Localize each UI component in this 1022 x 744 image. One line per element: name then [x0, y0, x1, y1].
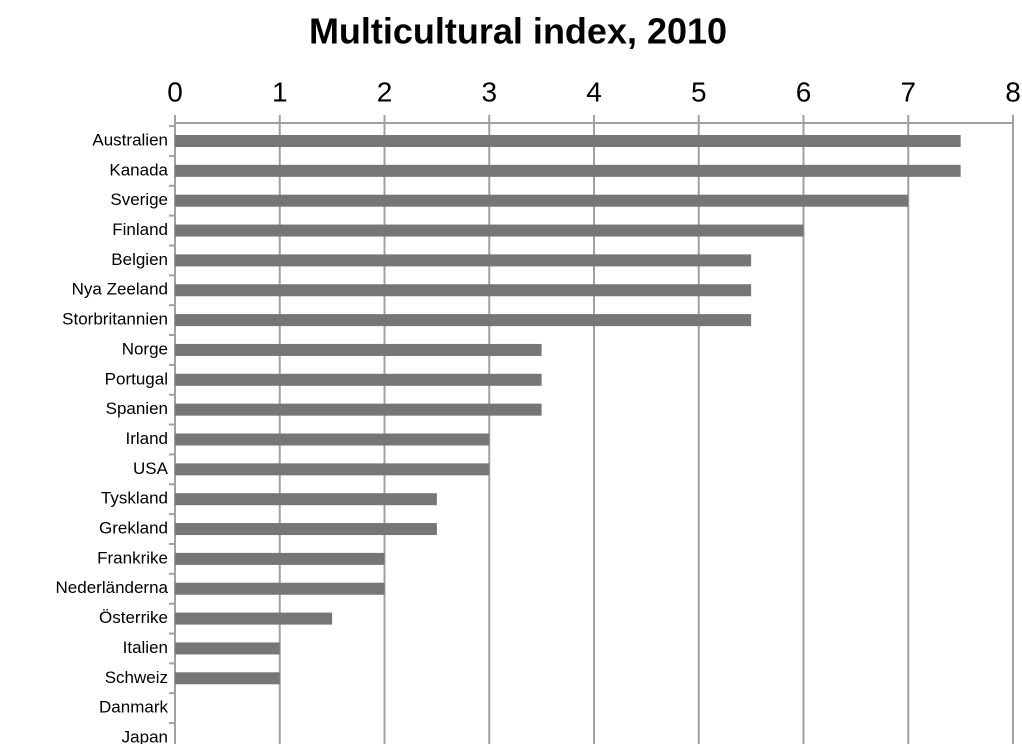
- x-tick-label: 2: [377, 76, 393, 107]
- y-tick-label: USA: [133, 459, 169, 478]
- bar: [175, 552, 385, 565]
- bar: [175, 463, 490, 476]
- y-tick-label: Belgien: [111, 250, 168, 269]
- bar: [175, 523, 437, 536]
- x-tick-label: 0: [167, 76, 183, 107]
- bar: [175, 403, 542, 416]
- y-tick-label: Sverige: [110, 190, 168, 209]
- bar: [175, 254, 752, 267]
- y-tick-label: Danmark: [99, 698, 168, 717]
- y-tick-label: Kanada: [109, 160, 168, 179]
- x-tick-label: 1: [272, 76, 288, 107]
- chart-title: Multicultural index, 2010: [309, 11, 727, 52]
- y-tick-label: Finland: [112, 220, 168, 239]
- bar: [175, 343, 542, 356]
- y-tick-label: Japan: [122, 727, 168, 744]
- bar: [175, 373, 542, 386]
- y-tick-label: Italien: [123, 638, 168, 657]
- bar: [175, 493, 437, 506]
- y-tick-label: Portugal: [105, 369, 168, 388]
- x-tick-label: 5: [691, 76, 707, 107]
- y-tick-label: Nederländerna: [56, 578, 169, 597]
- bar: [175, 672, 280, 685]
- bar: [175, 194, 909, 207]
- bar: [175, 135, 961, 147]
- bar: [175, 224, 804, 237]
- y-tick-label: Spanien: [106, 399, 168, 418]
- bar: [175, 433, 490, 446]
- y-tick-label: Grekland: [99, 519, 168, 538]
- y-tick-label: Frankrike: [97, 548, 168, 567]
- y-tick-label: Storbritannien: [62, 310, 168, 329]
- x-tick-label: 4: [586, 76, 602, 107]
- bar: [175, 582, 385, 595]
- y-tick-label: Schweiz: [105, 668, 168, 687]
- bar: [175, 642, 280, 655]
- x-tick-label: 6: [796, 76, 812, 107]
- x-tick-label: 8: [1005, 76, 1021, 107]
- x-tick-label: 7: [900, 76, 916, 107]
- bar: [175, 314, 752, 327]
- bar: [175, 164, 961, 177]
- y-tick-label: Irland: [125, 429, 168, 448]
- y-tick-label: Nya Zeeland: [72, 280, 168, 299]
- y-tick-label: Australien: [92, 130, 168, 149]
- bar: [175, 612, 333, 625]
- x-tick-label: 3: [481, 76, 497, 107]
- y-tick-label: Tyskland: [101, 489, 168, 508]
- y-tick-label: Österrike: [99, 608, 168, 627]
- y-tick-label: Norge: [122, 339, 168, 358]
- bar: [175, 284, 752, 297]
